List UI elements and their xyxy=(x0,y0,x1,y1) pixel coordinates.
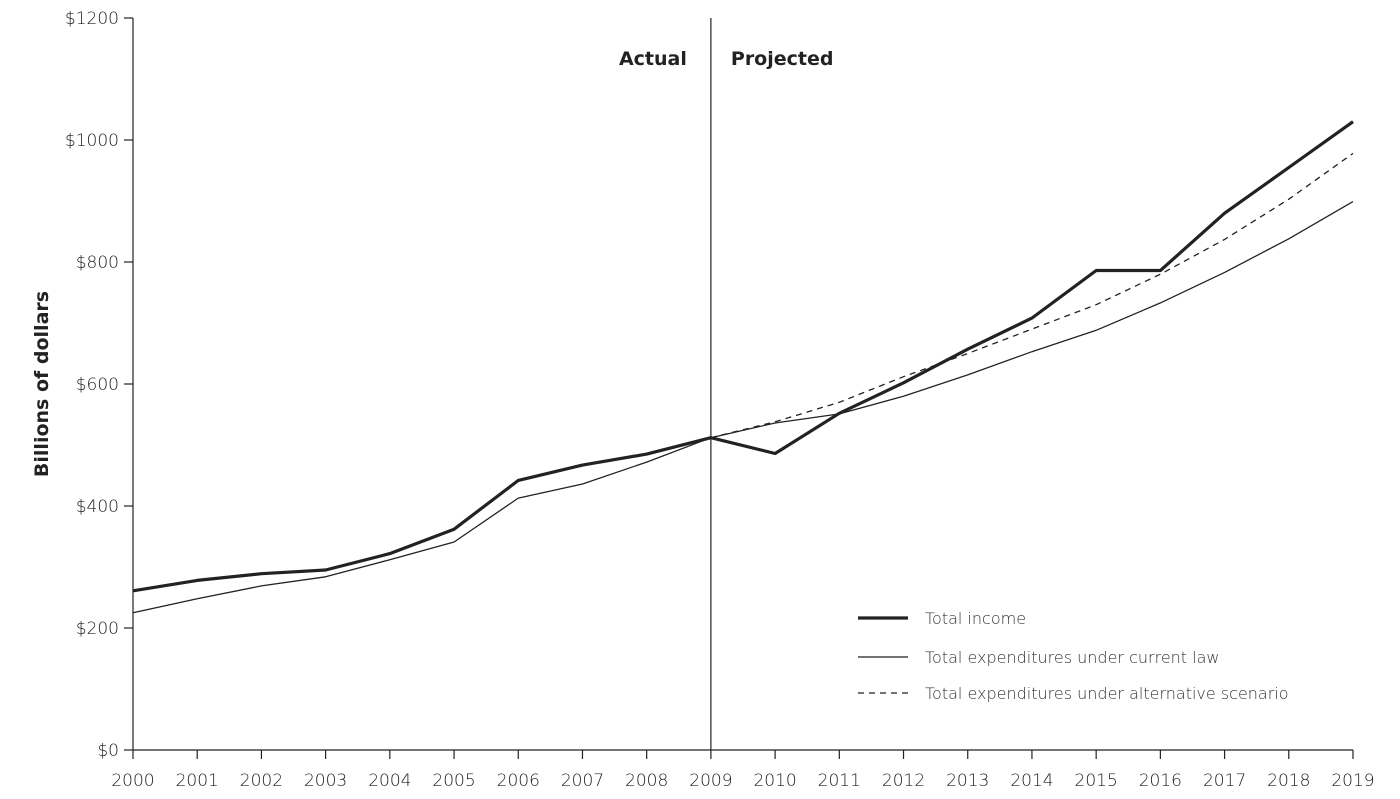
y-tick-label: $800 xyxy=(76,253,119,273)
legend-label-total-income: Total income xyxy=(925,609,1026,628)
y-tick-label: $600 xyxy=(76,375,119,395)
x-tick-label: 2002 xyxy=(240,771,283,791)
y-axis-title: Billions of dollars xyxy=(31,291,53,477)
x-tick-label: 2016 xyxy=(1139,771,1182,791)
region-label-projected: Projected xyxy=(731,48,834,70)
series-layer xyxy=(132,120,1354,614)
y-ticks: $0 $200 $400 $600 $800 $1000 $1200 xyxy=(65,9,133,761)
series-line-total-income xyxy=(132,120,1354,593)
x-tick-label: 2018 xyxy=(1267,771,1310,791)
x-tick-label: 2013 xyxy=(946,771,989,791)
x-tick-label: 2004 xyxy=(368,771,411,791)
series-line-expenditures-alternative xyxy=(710,152,1354,439)
x-tick-label: 2014 xyxy=(1010,771,1053,791)
x-tick-label: 2007 xyxy=(561,771,604,791)
y-tick-label: $1000 xyxy=(65,131,119,151)
x-tick-label: 2008 xyxy=(625,771,668,791)
y-tick-label: $400 xyxy=(76,497,119,517)
y-tick-label: $200 xyxy=(76,619,119,639)
axes xyxy=(132,18,1353,751)
series-line-expenditures-current-law xyxy=(132,201,1354,614)
legend-label-expenditures-current-law: Total expenditures under current law xyxy=(925,648,1220,667)
legend-label-expenditures-alternative: Total expenditures under alternative sce… xyxy=(925,684,1289,703)
y-tick-label: $1200 xyxy=(65,9,119,29)
x-tick-label: 2003 xyxy=(304,771,347,791)
x-tick-label: 2011 xyxy=(818,771,861,791)
x-tick-label: 2000 xyxy=(111,771,154,791)
x-tick-label: 2009 xyxy=(689,771,732,791)
x-tick-label: 2015 xyxy=(1075,771,1118,791)
x-tick-label: 2019 xyxy=(1331,771,1374,791)
x-tick-label: 2010 xyxy=(753,771,796,791)
x-tick-label: 2006 xyxy=(497,771,540,791)
region-label-actual: Actual xyxy=(619,48,687,70)
x-tick-label: 2017 xyxy=(1203,771,1246,791)
x-ticks: 2000 2001 2002 2003 2004 2005 2006 2007 2008 2009… xyxy=(111,750,1375,791)
legend: Total income Total expenditures under cu… xyxy=(858,609,1289,703)
x-tick-label: 2005 xyxy=(432,771,475,791)
y-tick-label: $0 xyxy=(97,741,119,761)
x-tick-label: 2001 xyxy=(176,771,219,791)
x-tick-label: 2012 xyxy=(882,771,925,791)
